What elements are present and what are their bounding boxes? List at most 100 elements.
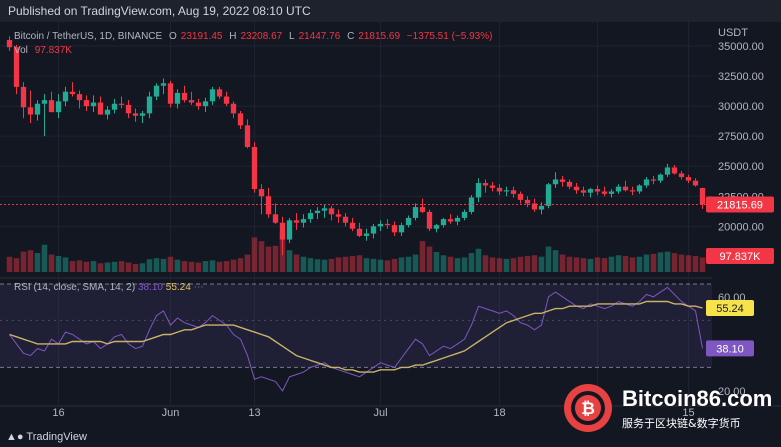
rsi-value-label: 38.10 bbox=[716, 343, 744, 355]
candle-body bbox=[153, 85, 160, 97]
candle-body bbox=[657, 174, 664, 181]
volume-bar bbox=[216, 261, 223, 272]
last-volume-tag bbox=[706, 248, 774, 264]
volume-bar bbox=[454, 258, 461, 272]
sma-value-tag bbox=[706, 300, 754, 317]
watermark-subtitle: 服务于区块链&数字货币 bbox=[622, 417, 741, 430]
volume-bar bbox=[167, 256, 174, 272]
candle-body bbox=[699, 187, 706, 205]
volume-bar bbox=[615, 255, 622, 272]
candle-body bbox=[286, 220, 293, 240]
volume-bar bbox=[405, 256, 412, 272]
y-tick-label: 20000.00 bbox=[718, 221, 764, 233]
volume-bar bbox=[13, 258, 20, 272]
volume-bar bbox=[636, 256, 643, 272]
tradingview-logo-icon: ▲● bbox=[6, 431, 24, 443]
candle-body bbox=[104, 109, 111, 115]
candle-body bbox=[545, 184, 552, 206]
volume-bar bbox=[545, 246, 552, 272]
currency-label: USDT bbox=[718, 27, 748, 39]
volume-bar bbox=[265, 246, 272, 272]
volume-bar bbox=[398, 257, 405, 272]
candle-body bbox=[111, 103, 118, 110]
rsi-label: RSI (14, close, SMA, 14, 2) bbox=[14, 282, 136, 293]
candle-body bbox=[468, 197, 475, 212]
rsi-tick-label: 20.00 bbox=[718, 386, 746, 398]
candle-body bbox=[223, 96, 230, 104]
candle-body bbox=[202, 101, 209, 107]
candle-body bbox=[97, 102, 104, 115]
bitcoin-logo-icon: ₿ bbox=[564, 384, 612, 432]
sma-value-label: 55.24 bbox=[716, 303, 744, 315]
volume-bar bbox=[104, 262, 111, 272]
candle-body bbox=[629, 190, 636, 192]
sma-legend-value: 55.24 bbox=[165, 282, 191, 293]
volume-bar bbox=[125, 262, 132, 272]
candle-body bbox=[552, 179, 559, 185]
watermark-title: Bitcoin86.com bbox=[622, 386, 773, 411]
open-label: O bbox=[168, 31, 177, 42]
candle-body bbox=[489, 185, 496, 188]
candle-body bbox=[76, 94, 83, 101]
candle-body bbox=[573, 186, 580, 191]
candle-body bbox=[594, 189, 601, 192]
candle-body bbox=[258, 189, 265, 197]
candle-body bbox=[454, 217, 461, 222]
candle-body bbox=[587, 189, 594, 193]
svg-text:₿: ₿ bbox=[581, 399, 595, 418]
x-tick-label: Jun bbox=[162, 407, 180, 419]
candle-body bbox=[349, 222, 356, 229]
candle-body bbox=[517, 193, 524, 200]
volume-bar bbox=[27, 250, 34, 272]
candle-body bbox=[692, 180, 699, 186]
y-tick-label: 32500.00 bbox=[718, 71, 764, 83]
volume-bar bbox=[153, 258, 160, 272]
volume-bar bbox=[608, 256, 615, 272]
low-label: L bbox=[289, 31, 295, 42]
candle-body bbox=[685, 177, 692, 181]
candle-body bbox=[83, 100, 90, 107]
volume-bar bbox=[223, 261, 230, 272]
candle-body bbox=[391, 225, 398, 233]
volume-bar bbox=[657, 252, 664, 272]
volume-bar bbox=[20, 251, 27, 272]
candle-body bbox=[510, 190, 517, 194]
volume-bar bbox=[188, 261, 195, 272]
volume-bar bbox=[685, 255, 692, 272]
volume-bar bbox=[531, 255, 538, 272]
candle-body bbox=[461, 211, 468, 218]
x-tick-label: 13 bbox=[248, 407, 260, 419]
candle-body bbox=[146, 96, 153, 114]
volume-bar bbox=[258, 241, 265, 272]
volume-bar bbox=[90, 261, 97, 272]
candle-body bbox=[664, 167, 671, 175]
volume-bar bbox=[573, 257, 580, 272]
volume-bar bbox=[160, 258, 167, 272]
volume-bar bbox=[41, 244, 48, 272]
volume-bar bbox=[230, 259, 237, 272]
volume-bar bbox=[412, 254, 419, 272]
volume-bar bbox=[538, 256, 545, 272]
candle-body bbox=[601, 191, 608, 194]
volume-bar bbox=[174, 259, 181, 272]
candle-body bbox=[440, 219, 447, 226]
volume-bar bbox=[139, 263, 146, 272]
volume-bar bbox=[321, 259, 328, 272]
candle-body bbox=[34, 103, 41, 115]
candle-body bbox=[237, 113, 244, 126]
candle-body bbox=[174, 92, 181, 104]
indicator-menu-icon[interactable]: ⋯ bbox=[193, 282, 204, 293]
x-tick-label: 15 bbox=[682, 407, 694, 419]
candle-body bbox=[314, 210, 321, 214]
close-value: 21815.69 bbox=[358, 31, 401, 42]
volume-bar bbox=[370, 258, 377, 272]
volume-bar bbox=[678, 254, 685, 272]
volume-bar bbox=[363, 258, 370, 272]
change-value: −1375.51 (−5.93%) bbox=[406, 31, 493, 42]
candle-body bbox=[475, 183, 482, 198]
volume-bar bbox=[419, 241, 426, 272]
volume-bar bbox=[643, 254, 650, 272]
symbol-legend: Bitcoin / TetherUS, 1D, BINANCE O 23191.4… bbox=[14, 31, 496, 42]
